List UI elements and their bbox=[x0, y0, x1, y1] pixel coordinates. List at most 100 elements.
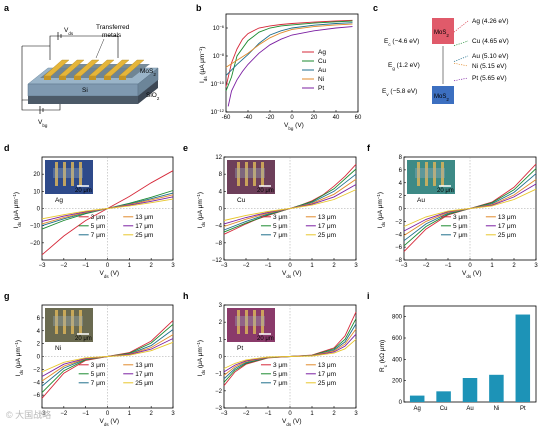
y-tick-label: 6 bbox=[37, 316, 41, 322]
metals-label: metals bbox=[102, 32, 122, 39]
panel-letter-f: f bbox=[367, 143, 371, 153]
panel-letter-i: i bbox=[367, 291, 370, 301]
wf-level-1 bbox=[453, 40, 469, 47]
panel-b-chart: -60 -40 -20 0 20 40 60 10−12 10−10 10−8 10−6 Vbg (V… bbox=[198, 13, 362, 131]
series-line-Ag bbox=[225, 19, 353, 87]
x-tick-label: 0 bbox=[106, 411, 110, 417]
x-tick-label: −2 bbox=[423, 263, 431, 269]
y-tick-label: 2 bbox=[37, 342, 41, 348]
legend-label-Cu: Cu bbox=[318, 58, 327, 65]
y-tick-label: −12 bbox=[212, 258, 223, 264]
inset-electrode bbox=[79, 162, 82, 186]
x-tick-label: -20 bbox=[266, 115, 275, 121]
conduction-band-block bbox=[432, 18, 454, 44]
y-tick-label: 6 bbox=[399, 168, 403, 174]
inset-electrode bbox=[253, 310, 256, 334]
legend-label: 17 μm bbox=[135, 371, 153, 378]
bar-Pt bbox=[515, 314, 531, 402]
y-tick-label: 8 bbox=[399, 155, 403, 161]
panel-letter-h: h bbox=[183, 291, 189, 301]
y-tick-label: 600 bbox=[392, 336, 403, 342]
y-tick-label: 20 bbox=[33, 172, 40, 178]
inset-flake bbox=[53, 168, 83, 178]
inset-background bbox=[227, 308, 275, 342]
y-axis-label: Ids (μA μm−1) bbox=[376, 192, 386, 229]
legend-label: 7 μm bbox=[273, 232, 288, 239]
series-line-Cu bbox=[225, 20, 353, 92]
x-tick-label: 3 bbox=[354, 411, 358, 417]
inset-metal-label: Cu bbox=[237, 197, 246, 204]
inset-metal-label: Pt bbox=[237, 345, 243, 352]
metal-electrode-front-6 bbox=[119, 76, 126, 80]
y-tick-label: 0 bbox=[399, 400, 403, 406]
y-tick-label: −4 bbox=[395, 232, 403, 238]
legend-label: 25 μm bbox=[498, 232, 516, 239]
inset-micrograph: 20 μm bbox=[407, 160, 455, 194]
mos2-vb-label: MoS2 bbox=[434, 94, 449, 102]
y-tick-label: 3 bbox=[219, 303, 223, 309]
inset-micrograph: 20 μm bbox=[45, 160, 93, 194]
legend-label: 17 μm bbox=[498, 223, 516, 230]
series-line-25 bbox=[223, 338, 357, 369]
x-tick-label: 60 bbox=[355, 115, 362, 121]
x-tick-label: −2 bbox=[60, 263, 68, 269]
legend-label: 7 μm bbox=[91, 380, 106, 387]
y-tick-label: −2 bbox=[395, 219, 403, 225]
series-line-25 bbox=[41, 198, 174, 220]
inset-flake bbox=[415, 168, 445, 178]
si-label: Si bbox=[82, 87, 88, 94]
scale-bar-label: 20 μm bbox=[257, 188, 274, 194]
vbg-label: Vbg bbox=[38, 119, 48, 128]
inset-metal-label: Ag bbox=[55, 197, 63, 204]
metal-electrode-front-4 bbox=[89, 76, 96, 80]
x-tick-label: -40 bbox=[244, 115, 253, 121]
y-axis-label: Rc (kΩ μm) bbox=[379, 340, 388, 372]
inset-flake bbox=[53, 316, 83, 326]
legend-label: 25 μm bbox=[135, 380, 153, 387]
legend-label: 25 μm bbox=[318, 232, 336, 239]
inset-metal-label: Au bbox=[417, 197, 425, 204]
legend-label: 13 μm bbox=[318, 214, 336, 221]
metals-pointer bbox=[95, 38, 105, 59]
x-axis-label: Vds (V) bbox=[282, 418, 302, 427]
bar-Cu bbox=[436, 391, 451, 402]
y-tick-label: 10−6 bbox=[213, 24, 225, 33]
scale-bar-label: 20 μm bbox=[437, 188, 454, 194]
y-tick-label: 4 bbox=[219, 189, 223, 195]
panel-letter-e: e bbox=[183, 143, 188, 153]
watermark: © 大国战略 bbox=[6, 410, 52, 420]
y-tick-label: 10 bbox=[33, 189, 40, 195]
mos2-label: MoS2 bbox=[140, 68, 156, 77]
y-tick-label: −4 bbox=[33, 380, 41, 386]
wf-level-4 bbox=[453, 77, 469, 82]
inset-electrode bbox=[79, 310, 82, 334]
legend-label: 25 μm bbox=[135, 232, 153, 239]
metal-wf-label-1: Cu (4.65 eV) bbox=[472, 38, 509, 45]
valence-band-block bbox=[432, 86, 454, 104]
scale-bar-label: 20 μm bbox=[75, 188, 92, 194]
x-tick-label: −3 bbox=[221, 411, 229, 417]
x-tick-label: 1 bbox=[128, 263, 132, 269]
x-axis-label: Vbg (V) bbox=[284, 122, 304, 131]
legend-label: 5 μm bbox=[91, 223, 106, 230]
y-tick-label: 4 bbox=[399, 181, 403, 187]
x-tick-label: 20 bbox=[311, 115, 318, 121]
y-tick-label: 10−12 bbox=[211, 108, 225, 117]
inset-metal-label: Ni bbox=[55, 345, 61, 352]
inset-electrode bbox=[63, 162, 66, 186]
y-tick-label: 10−8 bbox=[213, 52, 225, 61]
inset-background bbox=[227, 160, 275, 194]
panel-letter-a: a bbox=[4, 3, 10, 13]
legend-label: 3 μm bbox=[91, 214, 106, 221]
legend-label: 13 μm bbox=[135, 362, 153, 369]
x-tick-label: −2 bbox=[60, 411, 68, 417]
legend-label: 7 μm bbox=[273, 380, 288, 387]
panel-letter-g: g bbox=[4, 291, 10, 301]
legend-label: 3 μm bbox=[453, 214, 468, 221]
panel-i-chart: 0 200 400 600 800 Ag Cu Au Ni Pt Rc (kΩ μm) bbox=[379, 305, 537, 412]
vbg-wire-bottom bbox=[21, 100, 61, 111]
legend-label: 5 μm bbox=[273, 371, 288, 378]
inset-electrode bbox=[425, 162, 428, 186]
inset-electrode bbox=[261, 310, 264, 334]
